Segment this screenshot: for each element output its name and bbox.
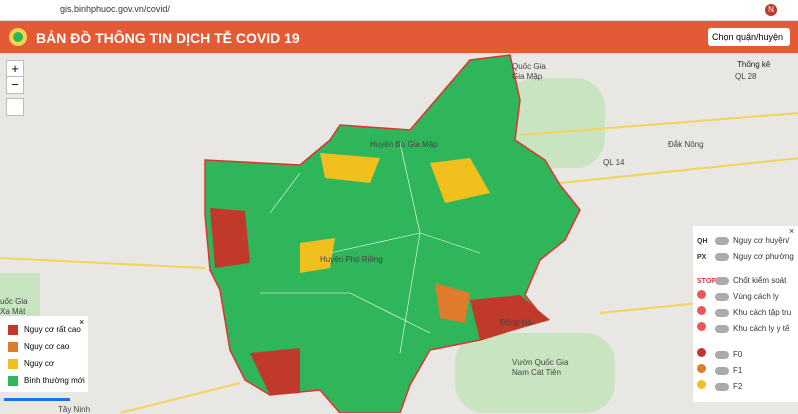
map-label: Nam Cát Tiên xyxy=(512,368,561,377)
layer-prefix xyxy=(697,364,711,379)
layer-prefix: PX xyxy=(697,254,707,261)
swatch xyxy=(8,375,18,386)
district-select[interactable]: Chọn quận/huyện xyxy=(708,28,790,46)
layer-item: F1 xyxy=(697,364,742,378)
layers-panel: × QH Nguy cơ huyện/PX Nguy cơ phường STOP Chố… xyxy=(693,226,798,402)
swatch xyxy=(8,358,18,369)
toggle[interactable] xyxy=(715,308,729,317)
swatch xyxy=(8,341,18,352)
map-label: Gia Mập xyxy=(512,72,543,81)
map-label: QL 28 xyxy=(735,72,757,81)
layer-item: Khu cách ly y tế xyxy=(697,322,789,336)
layer-prefix xyxy=(697,380,711,395)
layer-label: F1 xyxy=(733,366,743,375)
map-label: uốc Gia xyxy=(0,297,28,306)
swatch xyxy=(8,324,18,335)
legend-label: Nguy cơ xyxy=(24,359,55,368)
layer-item: F2 xyxy=(697,380,742,394)
map-label: Huyện Bù Gia Mập xyxy=(370,140,438,149)
toggle[interactable] xyxy=(715,366,729,375)
toggle[interactable] xyxy=(715,382,729,391)
stats-button[interactable]: Thống kê xyxy=(737,60,771,69)
close[interactable]: × xyxy=(789,226,795,236)
legend-item: Nguy cơ rất cao xyxy=(8,324,81,338)
map xyxy=(0,54,798,413)
legend-label: Nguy cơ cao xyxy=(24,342,70,351)
map-label: Vườn Quốc Gia xyxy=(512,358,569,367)
legend-item: Bình thường mới xyxy=(8,375,85,389)
locate[interactable] xyxy=(6,98,24,116)
map-label: Đắk Nông xyxy=(668,140,704,149)
layer-item: STOP Chốt kiểm soát xyxy=(697,274,786,288)
toggle[interactable] xyxy=(715,276,729,285)
map-label: Đồng Hà xyxy=(500,318,532,327)
layer-prefix xyxy=(697,322,711,337)
slider[interactable] xyxy=(4,398,70,401)
layer-prefix xyxy=(697,348,711,363)
toggle[interactable] xyxy=(715,236,729,245)
layer-item: F0 xyxy=(697,348,742,362)
layer-item: QH Nguy cơ huyện/ xyxy=(697,234,789,248)
layer-label: Chốt kiểm soát xyxy=(733,276,787,285)
toggle[interactable] xyxy=(715,292,729,301)
toggle[interactable] xyxy=(715,350,729,359)
close[interactable]: × xyxy=(79,317,85,327)
avatar[interactable]: N xyxy=(765,4,777,16)
layer-prefix xyxy=(697,306,711,321)
browser-bar: gis.binhphuoc.gov.vn/covid/ N xyxy=(0,0,798,21)
layer-item: PX Nguy cơ phường xyxy=(697,250,794,264)
layer-prefix: QH xyxy=(697,238,708,245)
layer-label: F0 xyxy=(733,350,743,359)
logo xyxy=(9,28,27,46)
layer-item: Vùng cách ly xyxy=(697,290,779,304)
layer-label: F2 xyxy=(733,382,743,391)
legend-item: Nguy cơ cao xyxy=(8,341,69,355)
title: BẢN ĐỒ THÔNG TIN DỊCH TỄ COVID 19 xyxy=(36,30,300,46)
legend-item: Nguy cơ xyxy=(8,358,54,372)
zoom-in[interactable]: + xyxy=(6,60,24,78)
legend: × Nguy cơ rất cao Nguy cơ cao Nguy cơ Bình t… xyxy=(0,316,88,392)
layer-label: Nguy cơ phường xyxy=(733,252,794,261)
layer-label: Khu cách ly y tế xyxy=(733,324,790,333)
map-label: Xa Mát xyxy=(0,307,26,316)
map-label: QL 14 xyxy=(603,158,625,167)
legend-label: Bình thường mới xyxy=(24,376,85,385)
layer-label: Nguy cơ huyện/ xyxy=(733,236,790,245)
layer-prefix: STOP xyxy=(697,278,716,285)
layer-label: Khu cách tập tru xyxy=(733,308,792,317)
map-label: Huyện Phú Riềng xyxy=(320,255,383,264)
toggle[interactable] xyxy=(715,252,729,261)
zoom-out[interactable]: − xyxy=(6,76,24,94)
map-label: Quốc Gia xyxy=(512,62,546,71)
layer-prefix xyxy=(697,290,711,305)
layer-item: Khu cách tập tru xyxy=(697,306,791,320)
toggle[interactable] xyxy=(715,324,729,333)
layer-label: Vùng cách ly xyxy=(733,292,779,301)
map-label: Tây Ninh xyxy=(58,405,91,414)
legend-label: Nguy cơ rất cao xyxy=(24,325,81,334)
url[interactable]: gis.binhphuoc.gov.vn/covid/ xyxy=(60,4,170,14)
header: BẢN ĐỒ THÔNG TIN DỊCH TỄ COVID 19 Chọn q… xyxy=(0,21,798,53)
